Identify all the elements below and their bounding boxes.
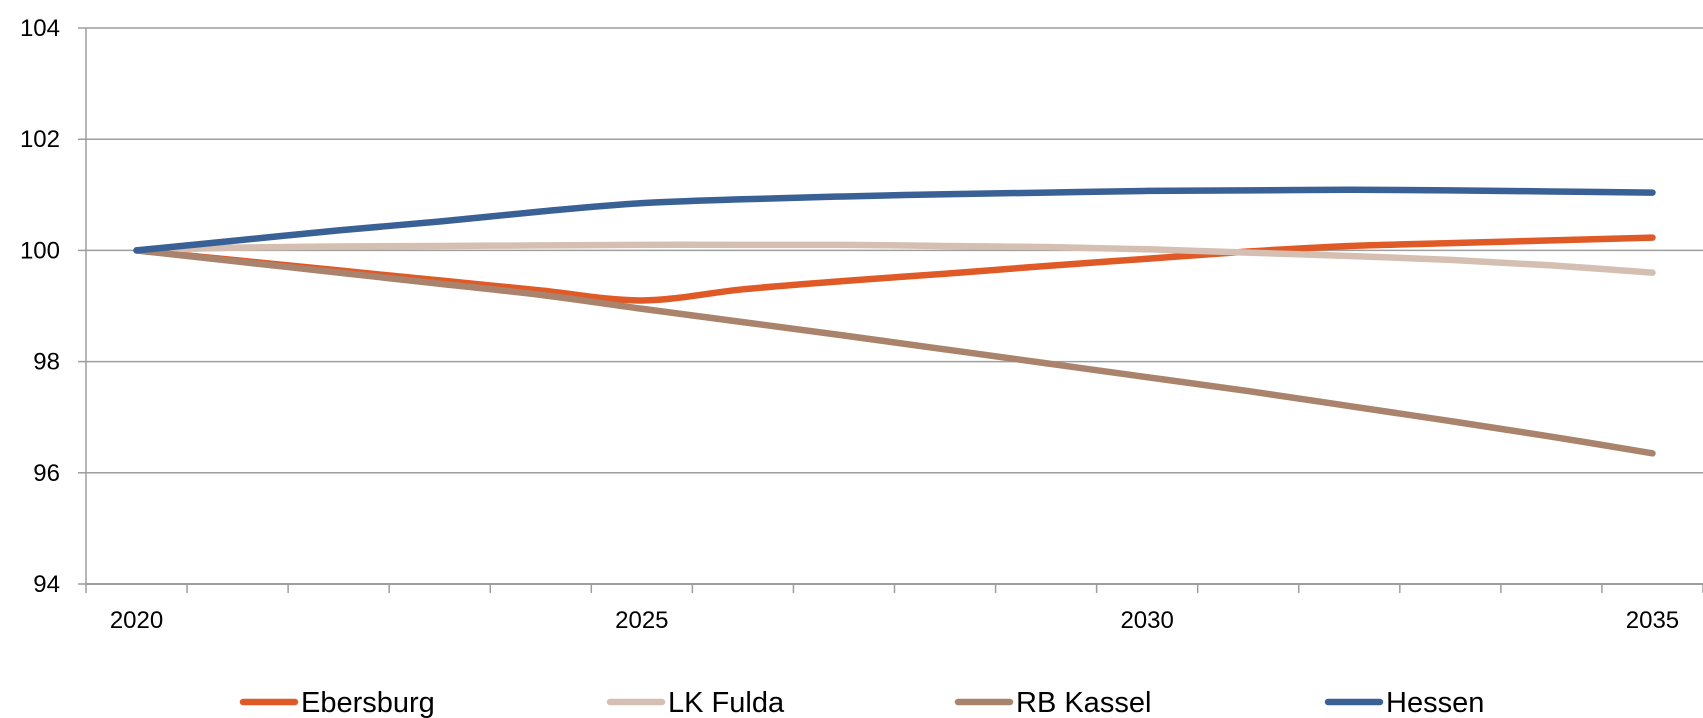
x-tick-label: 2030 [1120,607,1173,634]
x-tick-label: 2020 [110,607,163,634]
series-lines [133,186,1656,457]
y-tick-label: 104 [20,15,60,42]
series-line-hessen [133,186,1656,254]
legend-label-rb-kassel: RB Kassel [1016,687,1151,718]
legend: Ebersburg LK Fulda RB Kassel Hessen [239,687,1484,718]
y-tick-label: 102 [20,126,60,153]
y-tick-label: 98 [33,349,60,376]
series-line-rb-kassel [133,247,1656,457]
axes [78,27,1703,593]
grid-lines [86,27,1703,474]
tick-labels: 94 96 98 100 102 104 2020 2025 2030 2035 [20,15,1679,634]
legend-label-lk-fulda: LK Fulda [668,687,785,718]
y-tick-label: 100 [20,237,60,264]
y-tick-label: 94 [33,571,60,598]
y-tick-label: 96 [33,460,60,487]
legend-label-hessen: Hessen [1386,687,1484,718]
legend-label-ebersburg: Ebersburg [301,687,435,718]
x-tick-label: 2035 [1626,607,1679,634]
series-line-lk-fulda [133,241,1656,276]
x-tick-label: 2025 [615,607,668,634]
